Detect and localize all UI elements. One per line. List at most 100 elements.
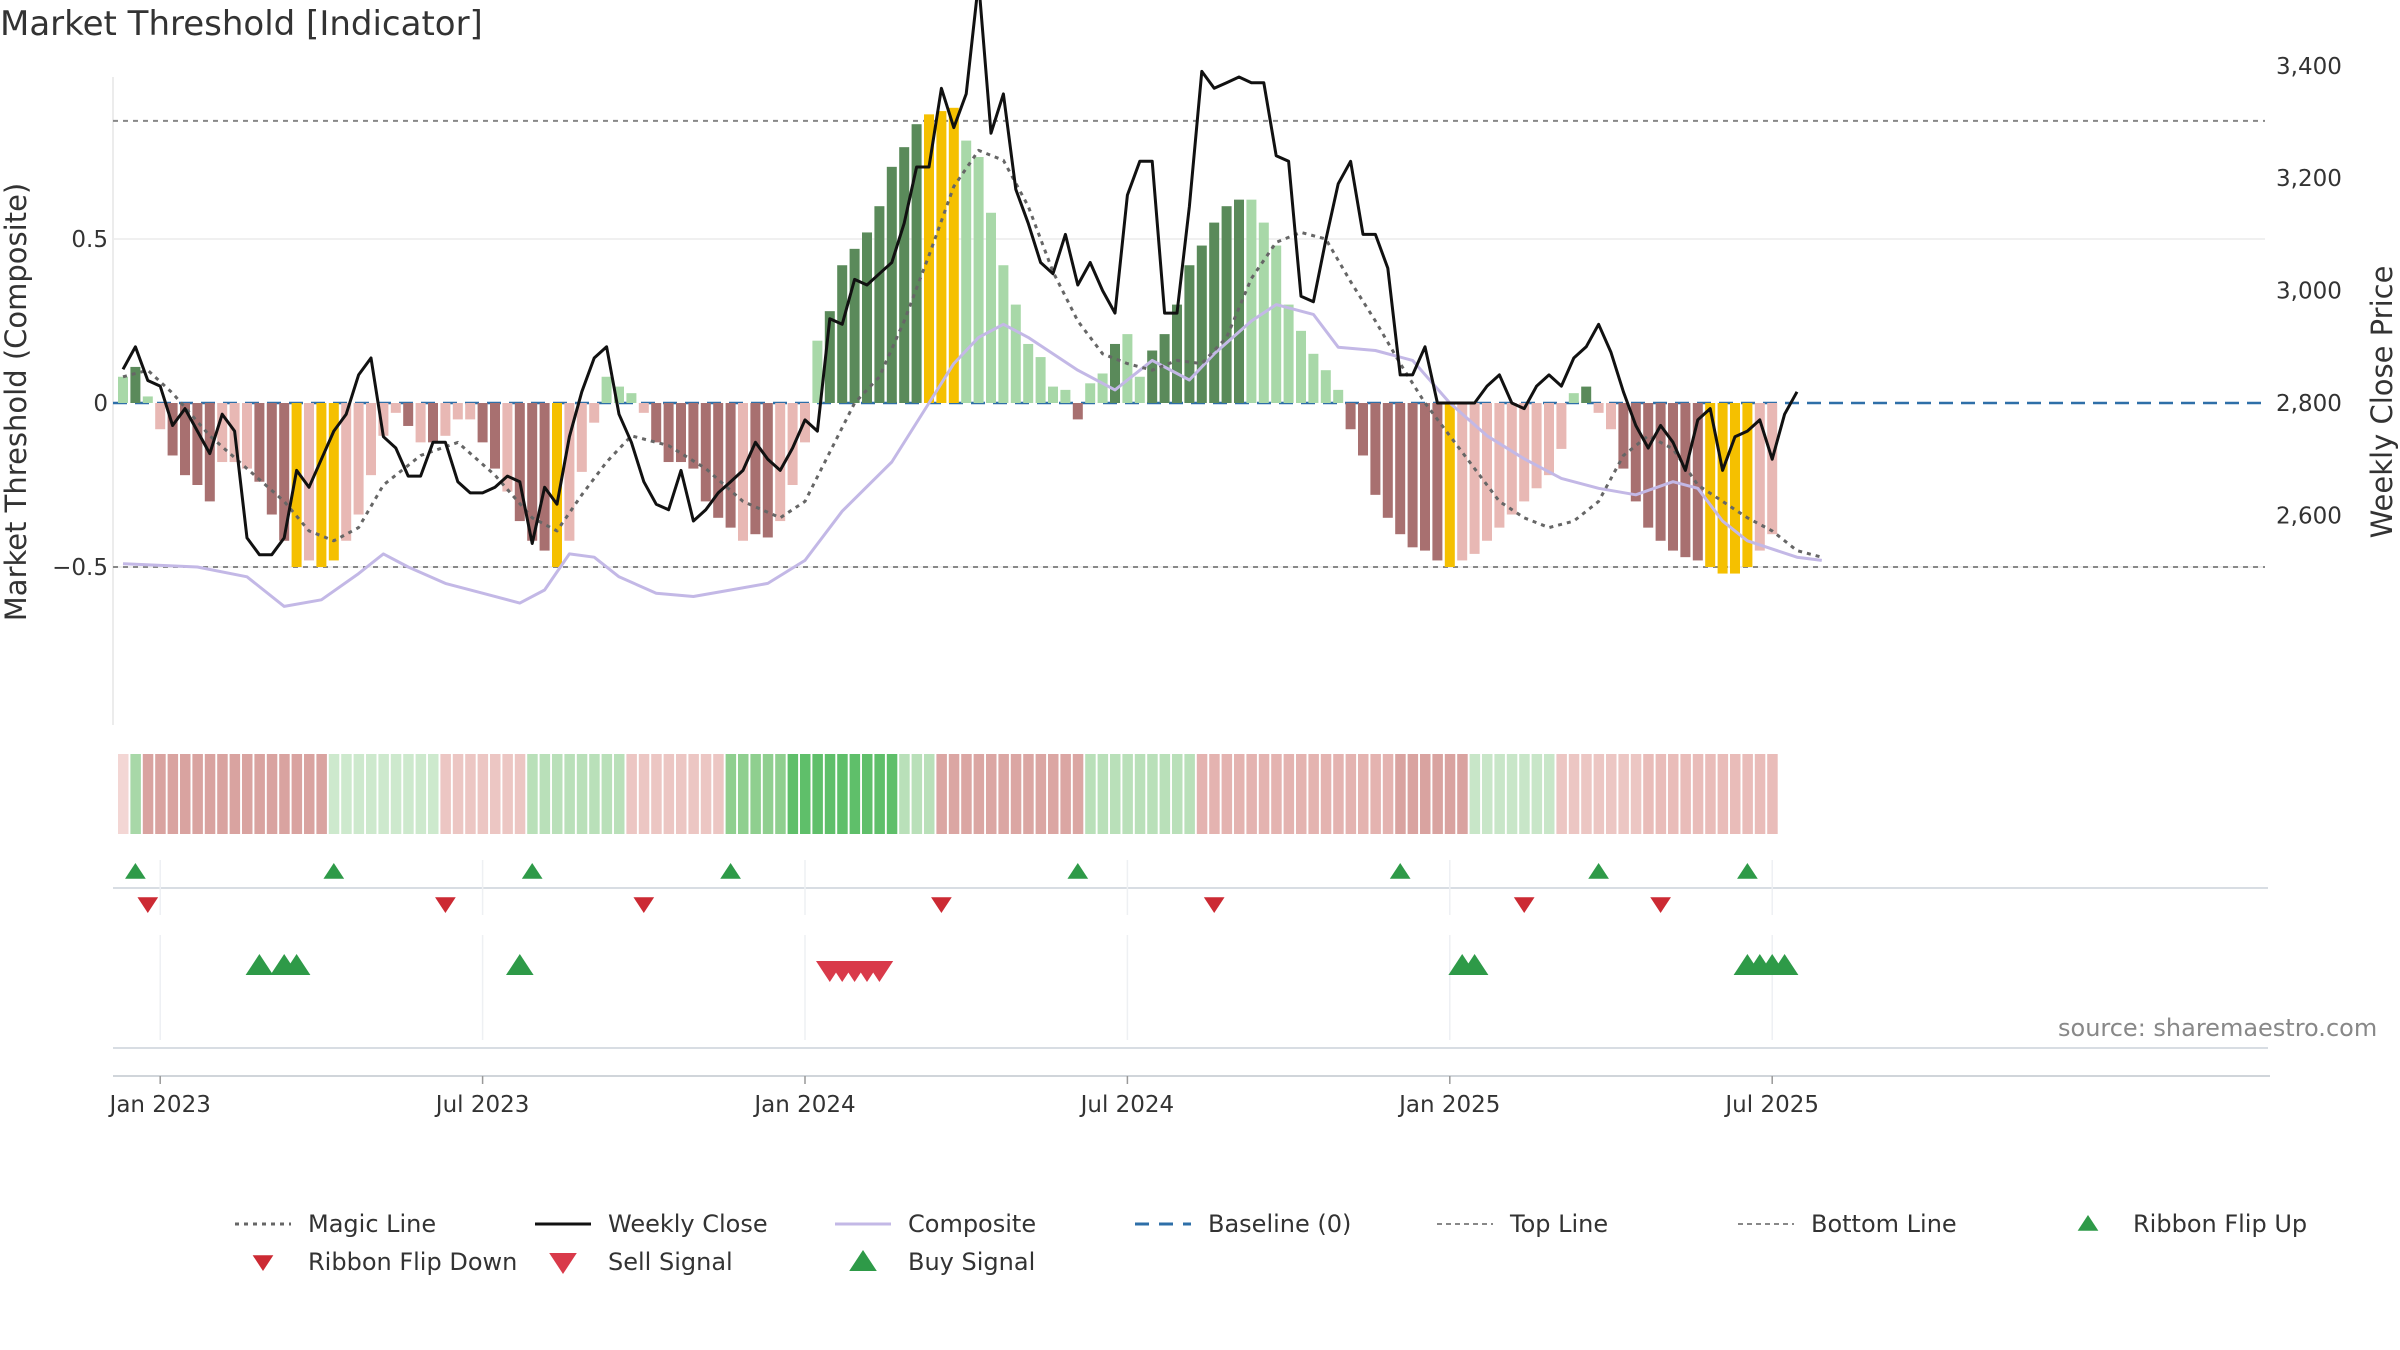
histogram-bar <box>824 311 835 403</box>
ribbon-cell <box>1680 754 1691 834</box>
event-panels <box>113 860 2268 1049</box>
ribbon-cell <box>403 754 414 834</box>
histogram-bar <box>1333 389 1344 403</box>
ribbon-cell <box>1122 754 1133 834</box>
right-tick-label: 3,400 <box>2276 54 2342 80</box>
ribbon-flip-down-marker <box>931 897 952 913</box>
ribbon-cell <box>1692 754 1704 834</box>
legend-label: Top Line <box>1509 1210 1608 1238</box>
ribbon-flip-up-marker <box>1389 863 1411 879</box>
magic-line-line <box>122 148 1823 559</box>
ribbon-cell <box>254 754 265 834</box>
histogram-bar <box>874 206 885 403</box>
histogram-bar <box>1767 403 1778 535</box>
histogram-bar <box>328 403 339 561</box>
histogram-bar <box>638 403 649 413</box>
left-tick-label: 0 <box>93 391 108 417</box>
buy-signal-marker <box>506 954 534 975</box>
histogram-bar <box>167 403 178 456</box>
histogram-bar <box>589 403 600 423</box>
ribbon-cell <box>1482 754 1493 834</box>
ribbon-cell <box>998 754 1009 834</box>
right-tick-label: 2,800 <box>2276 391 2342 417</box>
histogram-bar <box>527 403 538 541</box>
histogram-bar <box>1358 403 1368 456</box>
ribbon-cell <box>1110 754 1121 834</box>
buy-signal-marker <box>1770 954 1799 975</box>
histogram-bar <box>676 403 686 463</box>
histogram-bar <box>1568 393 1579 403</box>
histogram-bar <box>552 403 562 567</box>
ribbon-cell <box>279 754 290 834</box>
ribbon-cell <box>428 754 439 834</box>
histogram-bar <box>217 403 228 463</box>
ribbon-cell <box>1630 754 1642 834</box>
ribbon-cell <box>1172 754 1183 834</box>
histogram-bar <box>1271 245 1282 403</box>
ribbon-cell <box>477 754 489 834</box>
x-tick-label: Jan 2023 <box>108 1092 211 1118</box>
ribbon-cell <box>291 754 303 834</box>
ribbon-flip-down-marker <box>1513 897 1535 913</box>
ribbon-cell <box>465 754 476 834</box>
ribbon-cell <box>800 754 811 834</box>
histogram-bar <box>973 157 984 403</box>
histogram-bar <box>1395 403 1406 535</box>
histogram-bar <box>1432 403 1443 561</box>
histogram-bar <box>862 232 872 403</box>
histogram-bar <box>1668 403 1678 551</box>
histogram-bar <box>428 403 438 443</box>
ribbon-cell <box>1668 754 1679 834</box>
ribbon-cell <box>1643 754 1654 834</box>
histogram-bar <box>849 248 860 403</box>
histogram-bar <box>924 114 934 404</box>
ribbon-cell <box>899 754 910 834</box>
histogram-bar <box>1147 350 1158 403</box>
histogram-bar <box>986 212 996 403</box>
ribbon-cell <box>204 754 216 834</box>
ribbon-cell <box>304 754 315 834</box>
histogram-bar <box>1085 383 1096 403</box>
ribbon-cell <box>142 754 154 834</box>
histogram-bar <box>440 403 451 436</box>
ribbon-cell <box>1395 754 1406 834</box>
ribbon-cell <box>378 754 389 834</box>
histogram-bar <box>998 265 1009 403</box>
ribbon-cell <box>1134 754 1146 834</box>
right-tick-label: 3,000 <box>2276 279 2342 305</box>
histogram-bars <box>118 107 1778 574</box>
ribbon-cell <box>539 754 551 834</box>
histogram-bar <box>514 403 525 522</box>
ribbon-cell <box>1444 754 1456 834</box>
ribbon-cell <box>1333 754 1344 834</box>
histogram-bar <box>353 403 364 515</box>
legend-label: Sell Signal <box>608 1248 733 1276</box>
ribbon-cell <box>1420 754 1431 834</box>
ribbon-cell <box>353 754 365 834</box>
ribbon-cell <box>700 754 712 834</box>
ribbon-cell <box>961 754 972 834</box>
histogram-bar <box>1506 403 1517 515</box>
ribbon-cell <box>688 754 699 834</box>
ribbon-cell <box>787 754 799 834</box>
ribbon-flip-up-marker <box>125 863 146 879</box>
legend-swatch <box>2077 1215 2099 1231</box>
histogram-bar <box>936 111 947 403</box>
left-axis-title: Market Threshold (Composite) <box>0 183 33 621</box>
histogram-bar <box>378 403 389 436</box>
histogram-bar <box>837 265 848 403</box>
histogram-bar <box>1717 403 1728 574</box>
ribbon-cell <box>614 754 625 834</box>
buy-signal-marker <box>282 954 311 975</box>
right-tick-label: 2,600 <box>2276 503 2342 529</box>
x-tick-label: Jul 2024 <box>1079 1092 1175 1118</box>
legend-label: Bottom Line <box>1811 1210 1957 1238</box>
histogram-bar <box>192 403 203 485</box>
histogram-bar <box>1097 373 1108 403</box>
histogram-bar <box>1234 199 1244 403</box>
histogram-bar <box>1531 403 1542 489</box>
histogram-bar <box>142 396 153 403</box>
ribbon-cell <box>1035 754 1047 834</box>
ribbon-cell <box>812 754 823 834</box>
